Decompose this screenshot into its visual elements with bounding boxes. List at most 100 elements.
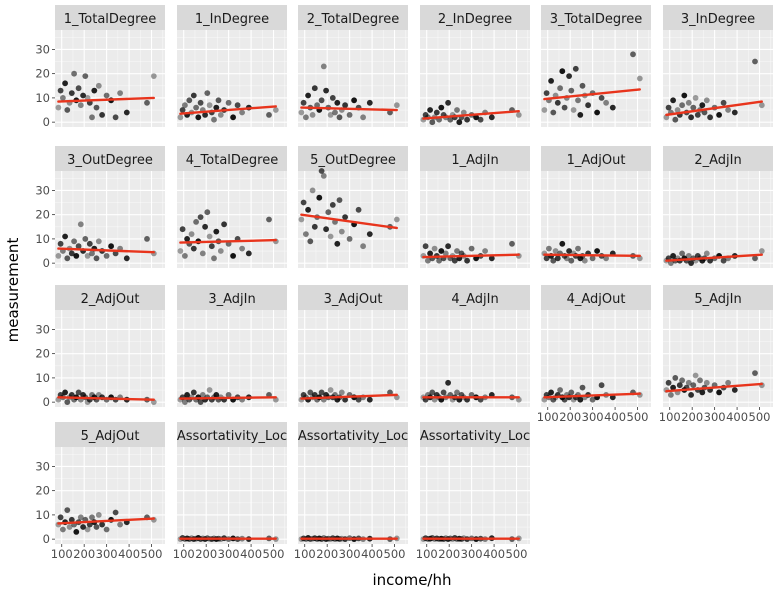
data-point (685, 379, 692, 386)
data-point (73, 529, 80, 535)
data-point (447, 116, 454, 123)
data-point (323, 226, 329, 233)
x-tick-label: 100 (537, 410, 559, 424)
facet-panel-background (420, 447, 530, 544)
data-point (57, 514, 64, 521)
facet-strip-label: 3_AdjOut (324, 292, 383, 307)
data-point (179, 107, 186, 113)
facet-strip-label: 1_AdjIn (451, 153, 498, 168)
data-point (123, 255, 130, 262)
data-point (543, 90, 550, 96)
data-point (112, 114, 119, 121)
facet-panel: Assortativity_Loc 100 200 300 400 500 (416, 422, 530, 561)
data-point (668, 392, 674, 398)
data-point (325, 209, 332, 216)
data-point (685, 253, 692, 259)
data-point (557, 85, 563, 92)
data-point (197, 399, 204, 405)
data-point (707, 257, 713, 264)
data-point (80, 92, 86, 99)
data-point (320, 63, 327, 70)
data-point (225, 392, 232, 398)
data-point (548, 78, 554, 84)
data-point (309, 187, 316, 194)
data-point (541, 107, 548, 113)
facet-strip (177, 146, 287, 171)
data-point (327, 233, 334, 240)
facet-strip (55, 422, 165, 447)
data-point (685, 99, 692, 106)
data-point (193, 219, 200, 225)
facet-panel-background (298, 171, 408, 268)
data-point (568, 87, 575, 94)
facet-strip-label: 3_AdjIn (208, 292, 255, 307)
x-tick-label: 200 (316, 547, 338, 561)
data-point (703, 379, 710, 386)
fit-line (665, 382, 763, 393)
data-point (636, 75, 643, 82)
data-point (697, 377, 703, 384)
facet-strip (663, 5, 773, 30)
facet-strip-label: 5_AdjIn (694, 292, 741, 307)
facet-strip-label: 3_TotalDegree (550, 12, 642, 27)
data-point (311, 392, 318, 398)
facet-strip (298, 146, 408, 171)
data-point (93, 524, 100, 530)
x-tick-label: 100 (51, 547, 73, 561)
data-point (572, 65, 579, 72)
facet-panels: 1_TotalDegree 0 10 20 30 1_InDegree 2_TotalDeg… (35, 5, 773, 561)
data-point (332, 109, 338, 116)
y-tick-label: 20 (35, 484, 50, 498)
fit-line (300, 106, 398, 112)
data-point (670, 97, 676, 104)
data-point (112, 509, 119, 516)
data-point (665, 379, 672, 386)
data-point (694, 112, 701, 118)
data-point (429, 119, 436, 126)
data-point (342, 396, 348, 403)
data-point (62, 389, 68, 396)
y-tick-label: 20 (35, 347, 50, 361)
data-point (217, 112, 224, 118)
data-point (670, 384, 676, 391)
data-point (186, 97, 193, 104)
data-point (438, 104, 445, 111)
data-point (182, 102, 188, 109)
fit-line (179, 396, 277, 400)
data-point (473, 114, 479, 121)
data-point (433, 109, 440, 116)
data-point (440, 389, 447, 396)
data-point (366, 396, 373, 403)
data-point (66, 524, 73, 530)
y-tick-label: 0 (43, 395, 50, 409)
data-point (202, 223, 209, 230)
data-point (438, 248, 445, 254)
fit-line (543, 88, 641, 101)
data-point (488, 114, 495, 121)
data-point (752, 255, 758, 262)
facet-strip-label: 3_InDegree (681, 12, 755, 27)
data-point (300, 392, 307, 398)
data-point (393, 216, 400, 223)
facet-panel: 2_AdjIn (663, 146, 773, 268)
data-point (84, 526, 91, 533)
facet-panel: Assortativity_Loc 100 200 300 400 500 (294, 422, 408, 561)
facet-strip (663, 146, 773, 171)
data-point (436, 257, 442, 264)
data-point (338, 228, 345, 235)
data-point (179, 226, 186, 233)
data-point (566, 73, 572, 79)
data-point (208, 243, 215, 250)
data-point (95, 238, 102, 245)
data-point (75, 389, 82, 396)
data-point (427, 107, 433, 113)
x-tick-label: 100 (416, 547, 438, 561)
facet-strip-label: 5_AdjOut (81, 429, 140, 444)
data-point (725, 107, 731, 113)
data-point (460, 109, 467, 116)
fit-line (300, 393, 398, 400)
facet-panel-background (55, 447, 165, 544)
data-point (206, 102, 213, 109)
data-point (577, 112, 584, 118)
data-point (679, 377, 685, 384)
